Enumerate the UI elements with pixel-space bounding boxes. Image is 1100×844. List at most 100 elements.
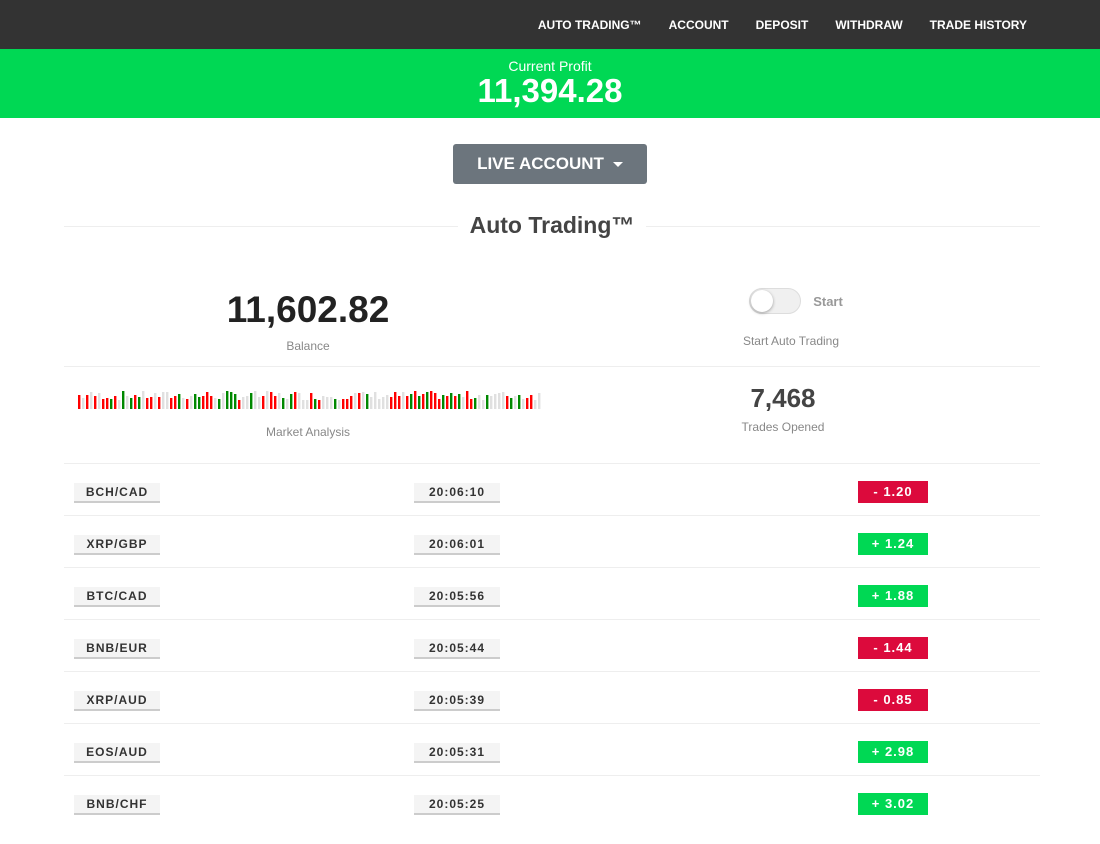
time-tag: 20:05:56: [414, 587, 500, 607]
market-bar: [318, 400, 321, 409]
market-bar: [310, 393, 313, 409]
time-tag: 20:05:31: [414, 743, 500, 763]
market-bar: [270, 392, 273, 409]
time-tag: 20:05:25: [414, 795, 500, 815]
market-bar: [402, 392, 405, 409]
toggle-caption: Start Auto Trading: [742, 334, 840, 348]
pair-tag: BNB/CHF: [74, 795, 160, 815]
market-bar: [286, 399, 289, 409]
pair-tag: XRP/AUD: [74, 691, 160, 711]
market-bar: [330, 397, 333, 409]
market-bar: [506, 396, 509, 409]
market-bar: [306, 400, 309, 409]
market-bar: [182, 398, 185, 409]
market-bar: [98, 393, 101, 409]
market-bar: [398, 396, 401, 409]
market-bar: [494, 394, 497, 409]
pl-badge: - 1.44: [858, 637, 928, 659]
market-bar: [450, 393, 453, 409]
market-bar: [198, 397, 201, 409]
stats-top: 11,602.82 Balance Start Start Auto Tradi…: [64, 285, 1040, 367]
market-bar: [498, 393, 501, 409]
market-bar: [242, 397, 245, 409]
market-bar: [110, 399, 113, 409]
market-bar: [382, 397, 385, 409]
market-bar: [150, 397, 153, 409]
market-bar: [126, 396, 129, 409]
pl-badge: + 1.24: [858, 533, 928, 555]
market-bar: [78, 395, 81, 409]
profit-label: Current Profit: [508, 58, 592, 74]
market-bar: [218, 399, 221, 409]
market-bar: [162, 392, 165, 409]
market-bar: [478, 395, 481, 409]
market-bar: [158, 397, 161, 409]
trade-row: XRP/GBP 20:06:01 + 1.24: [64, 515, 1040, 567]
market-bar: [502, 392, 505, 409]
market-bar: [170, 398, 173, 409]
market-bar: [254, 391, 257, 409]
market-bar: [322, 396, 325, 409]
trade-row: BNB/EUR 20:05:44 - 1.44: [64, 619, 1040, 671]
market-bar: [130, 398, 133, 409]
market-bar: [194, 394, 197, 409]
market-bar: [230, 392, 233, 409]
time-tag: 20:06:10: [414, 483, 500, 503]
market-bar: [418, 396, 421, 409]
market-bar: [462, 397, 465, 409]
pair-tag: BCH/CAD: [74, 483, 160, 503]
stats-bottom: Market Analysis 7,468 Trades Opened: [64, 367, 1040, 463]
pair-tag: BTC/CAD: [74, 587, 160, 607]
market-bar: [410, 394, 413, 409]
market-bar: [114, 396, 117, 409]
market-bar: [470, 399, 473, 409]
market-bar: [238, 400, 241, 409]
market-bar: [390, 397, 393, 409]
market-bar: [266, 391, 269, 409]
market-bar: [350, 396, 353, 409]
market-bar: [262, 396, 265, 409]
market-analysis-bars: [78, 391, 541, 409]
account-dropdown-button[interactable]: LIVE ACCOUNT: [453, 144, 647, 184]
market-bar: [526, 398, 529, 409]
nav-auto-trading[interactable]: AUTO TRADING™: [537, 17, 642, 32]
market-bar: [426, 392, 429, 409]
market-bar: [370, 397, 373, 409]
market-bar: [302, 400, 305, 409]
market-bar: [250, 393, 253, 409]
market-bar: [438, 399, 441, 409]
market-bar: [174, 396, 177, 409]
pl-badge: + 2.98: [858, 741, 928, 763]
nav-withdraw[interactable]: WITHDRAW: [835, 17, 903, 32]
market-bar: [166, 392, 169, 409]
pl-badge: - 0.85: [858, 689, 928, 711]
nav-account[interactable]: ACCOUNT: [668, 17, 729, 32]
market-bar: [94, 396, 97, 409]
pl-badge: - 1.20: [858, 481, 928, 503]
trade-row: EOS/AUD 20:05:31 + 2.98: [64, 723, 1040, 775]
market-bar: [474, 398, 477, 409]
trade-row: BNB/CHF 20:05:25 + 3.02: [64, 775, 1040, 827]
market-bar: [358, 393, 361, 409]
trades-label: Trades Opened: [741, 420, 825, 434]
market-bar: [342, 399, 345, 409]
auto-trading-toggle[interactable]: [749, 288, 802, 314]
market-bar: [374, 392, 377, 409]
market-bar: [442, 395, 445, 409]
market-bar: [214, 398, 217, 409]
nav-deposit[interactable]: DEPOSIT: [755, 17, 809, 32]
market-label: Market Analysis: [265, 425, 351, 439]
pair-tag: EOS/AUD: [74, 743, 160, 763]
market-bar: [206, 392, 209, 409]
market-bar: [282, 398, 285, 409]
market-bar: [430, 391, 433, 409]
market-bar: [90, 392, 93, 409]
balance-value: 11,602.82: [226, 289, 390, 330]
profit-banner: Current Profit 11,394.28: [0, 49, 1100, 118]
market-bar: [458, 394, 461, 409]
market-bar: [274, 396, 277, 409]
market-bar: [186, 399, 189, 409]
account-label: LIVE ACCOUNT: [477, 154, 604, 173]
nav-trade-history[interactable]: TRADE HISTORY: [929, 17, 1027, 32]
market-bar: [258, 397, 261, 409]
